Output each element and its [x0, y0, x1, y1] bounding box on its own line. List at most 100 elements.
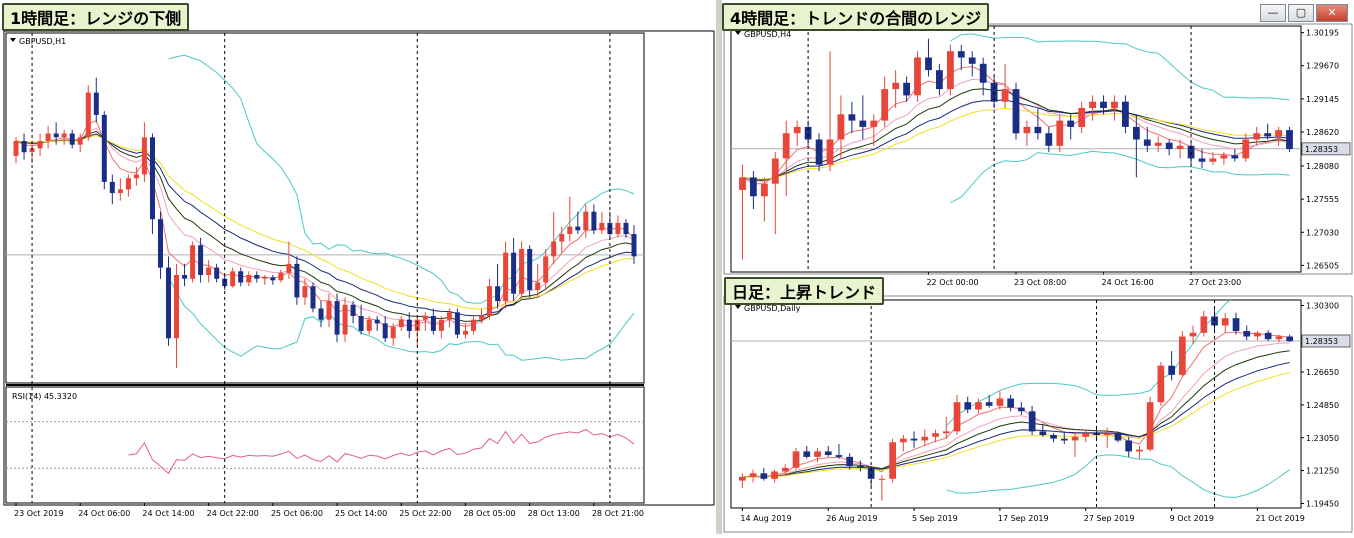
restore-button[interactable]: ▢	[1288, 4, 1314, 22]
h1-candle-body	[535, 282, 541, 290]
d1-symbol-menu-icon	[735, 305, 741, 309]
h4-candle-body	[947, 51, 954, 89]
h1-candle-body	[503, 252, 509, 302]
h1-candle-body	[599, 222, 605, 231]
d1-bollinger-upper-line	[945, 300, 1232, 427]
close-button[interactable]: ✕	[1316, 4, 1348, 22]
h1-candle-body	[85, 92, 91, 138]
h4-candle-body	[1231, 155, 1239, 159]
h1-candle-body	[77, 137, 83, 145]
d1-candle-body	[1200, 316, 1208, 333]
d1-ma-yellow-line	[742, 372, 1290, 478]
d1-x-tick-label: 14 Aug 2019	[740, 514, 791, 523]
h4-x-tick-label: 24 Oct 16:00	[1102, 278, 1154, 287]
h1-candle-body	[374, 319, 380, 324]
h1-candle-body	[262, 277, 268, 279]
h1-candle-body	[511, 252, 517, 294]
h1-candle-body	[37, 141, 43, 149]
h1-candle-body	[254, 275, 260, 279]
d1-y-tick-label: 1.19450	[1306, 499, 1339, 508]
h1-candle-body	[302, 286, 308, 298]
h1-candle-body	[551, 241, 557, 257]
h1-candle-body	[133, 174, 139, 179]
h1-candle-body	[141, 137, 147, 175]
h1-candle-body	[615, 222, 621, 235]
d1-candle-body	[1050, 435, 1057, 439]
d1-candle-body	[1221, 318, 1229, 326]
d1-x-tick-label: 27 Sep 2019	[1084, 514, 1135, 523]
d1-window-border	[723, 295, 1353, 533]
h1-candle-body	[190, 245, 196, 279]
h1-candle-body	[150, 137, 155, 220]
h4-candle-body	[1165, 142, 1173, 149]
h4-candle-body	[1034, 126, 1042, 134]
h4-candle-body	[1286, 130, 1293, 149]
h1-symbol-menu-icon	[10, 38, 16, 42]
h1-candle-body	[358, 316, 364, 331]
h4-chart-caption: 4時間足：トレンドの合間のレンジ	[722, 3, 990, 31]
h1-x-tick-label: 25 Oct 06:00	[271, 509, 323, 518]
minimize-button[interactable]: —	[1260, 4, 1286, 22]
h4-candle-body	[848, 114, 856, 121]
d1-candle-body	[1254, 332, 1261, 337]
h1-plot-frame	[5, 32, 645, 384]
h1-x-tick-label: 28 Oct 21:00	[592, 509, 644, 518]
h1-chart-caption: 1時間足：レンジの下側	[2, 3, 190, 31]
h1-x-tick-label: 25 Oct 22:00	[399, 509, 451, 518]
h1-candle-body	[29, 148, 35, 153]
h1-candle-body	[390, 327, 396, 339]
h4-y-tick-label: 1.27555	[1306, 195, 1339, 204]
h1-x-tick-label: 25 Oct 14:00	[335, 509, 387, 518]
h4-chart-panel: GBPUSD,H4	[730, 25, 1302, 273]
d1-candle-body	[792, 451, 800, 468]
d1-symbol-label: GBPUSD,Daily	[744, 304, 801, 313]
d1-candle-body	[1232, 318, 1240, 331]
d1-candle-body	[867, 467, 875, 479]
h1-x-tick-label: 28 Oct 13:00	[528, 509, 580, 518]
h4-candle-body	[870, 120, 878, 127]
window-splitter	[716, 0, 722, 534]
d1-candle-body	[878, 478, 886, 480]
h4-candle-body	[1209, 158, 1217, 162]
h4-candle-body	[1154, 142, 1162, 146]
h1-candle-body	[575, 226, 581, 231]
h1-candle-body	[495, 286, 501, 302]
h1-candle-body	[342, 304, 348, 335]
h4-y-tick-label: 1.28080	[1306, 162, 1339, 171]
d1-x-tick-label: 9 Oct 2019	[1170, 514, 1214, 523]
d1-candle-body	[1039, 431, 1047, 435]
d1-plot-frame	[730, 299, 1302, 509]
h1-bollinger-lower-line	[168, 276, 635, 361]
h1-candle-body	[166, 267, 171, 339]
rsi-panel-frame	[5, 386, 645, 504]
d1-candle-body	[1082, 433, 1090, 437]
h1-candle-body	[222, 278, 228, 287]
h4-candle-body	[903, 82, 910, 96]
h4-candle-body	[1122, 101, 1129, 127]
h4-candle-body	[1012, 89, 1020, 134]
h4-candle-body	[793, 126, 801, 134]
h4-candle-body	[1220, 155, 1228, 159]
d1-candle-body	[1243, 331, 1251, 337]
h1-candle-body	[583, 211, 589, 231]
d1-candle-body	[889, 442, 896, 479]
h1-candle-body	[21, 141, 27, 153]
h4-candle-body	[782, 133, 790, 159]
d1-y-tick-label: 1.24850	[1306, 401, 1339, 410]
d1-candle-body	[1286, 336, 1293, 342]
d1-candle-body	[760, 473, 768, 479]
h1-candle-body	[125, 178, 131, 190]
d1-ma-pink-line	[742, 342, 1290, 478]
h1-candle-body	[487, 286, 492, 316]
d1-candle-body	[749, 473, 757, 477]
h1-candle-body	[382, 323, 388, 339]
h4-candle-body	[914, 57, 921, 96]
h1-candle-body	[471, 319, 476, 331]
h4-candle-body	[761, 183, 768, 197]
h1-candle-body	[398, 319, 404, 328]
h4-plot-area	[731, 33, 1301, 260]
h1-candle-body	[406, 319, 412, 331]
d1-candle-body	[814, 451, 821, 457]
h1-candle-body	[559, 234, 565, 242]
